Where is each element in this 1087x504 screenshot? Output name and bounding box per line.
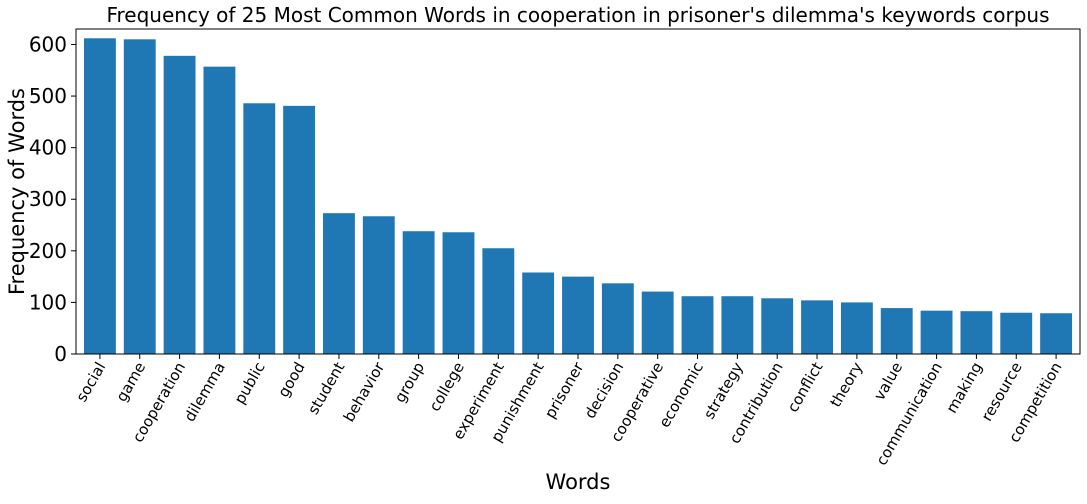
bar-strategy <box>721 296 754 354</box>
bar-communication <box>920 310 953 354</box>
bar-good <box>283 105 316 354</box>
bar-social <box>83 38 116 355</box>
y-tick-label: 200 <box>29 239 67 263</box>
bar-decision <box>601 283 634 354</box>
bar-value <box>880 308 913 354</box>
bar-making <box>960 311 993 354</box>
bar-cooperation <box>163 55 196 354</box>
bar-economic <box>681 296 714 354</box>
y-tick-label: 300 <box>29 187 67 211</box>
x-tick-label: value <box>870 359 906 403</box>
x-tick-label: college <box>425 359 467 415</box>
bars-group <box>83 38 1073 355</box>
bar-conflict <box>801 300 833 354</box>
bar-dilemma <box>203 66 236 355</box>
bar-contribution <box>761 298 794 354</box>
bar-prisoner <box>562 276 594 354</box>
bar-college <box>442 232 475 354</box>
bar-cooperative <box>641 291 674 354</box>
chart-title: Frequency of 25 Most Common Words in coo… <box>106 3 1049 27</box>
x-tick-label: group <box>391 359 428 406</box>
bar-public <box>243 103 276 355</box>
x-tick-label: conflict <box>784 359 827 415</box>
y-tick-label: 400 <box>29 136 67 160</box>
y-axis-label: Frequency of Words <box>5 88 29 295</box>
y-tick-label: 100 <box>29 290 67 314</box>
x-tick-label: student <box>304 359 348 418</box>
bar-behavior <box>362 216 395 354</box>
bar-game <box>123 39 156 355</box>
x-tick-label: social <box>72 359 109 405</box>
y-tick-label: 600 <box>29 32 67 56</box>
bar-competition <box>1040 313 1073 354</box>
plot-frame <box>75 28 1081 355</box>
bar-student <box>323 213 355 354</box>
x-tick-label: making <box>942 359 985 416</box>
y-axis: 0 100 200 300 400 500 600 <box>29 32 76 366</box>
bar-group <box>402 231 435 354</box>
x-axis-label: Words <box>546 470 611 494</box>
x-tick-label: game <box>112 359 149 405</box>
bar-experiment <box>482 248 515 354</box>
bar-resource <box>1000 312 1033 354</box>
bar-theory <box>840 302 873 354</box>
bar-punishment <box>522 272 555 354</box>
x-tick-label: good <box>274 359 308 400</box>
x-tick-label: public <box>231 359 269 407</box>
x-tick-label: theory <box>826 359 866 410</box>
y-tick-label: 500 <box>29 84 67 108</box>
y-tick-label: 0 <box>54 342 67 366</box>
